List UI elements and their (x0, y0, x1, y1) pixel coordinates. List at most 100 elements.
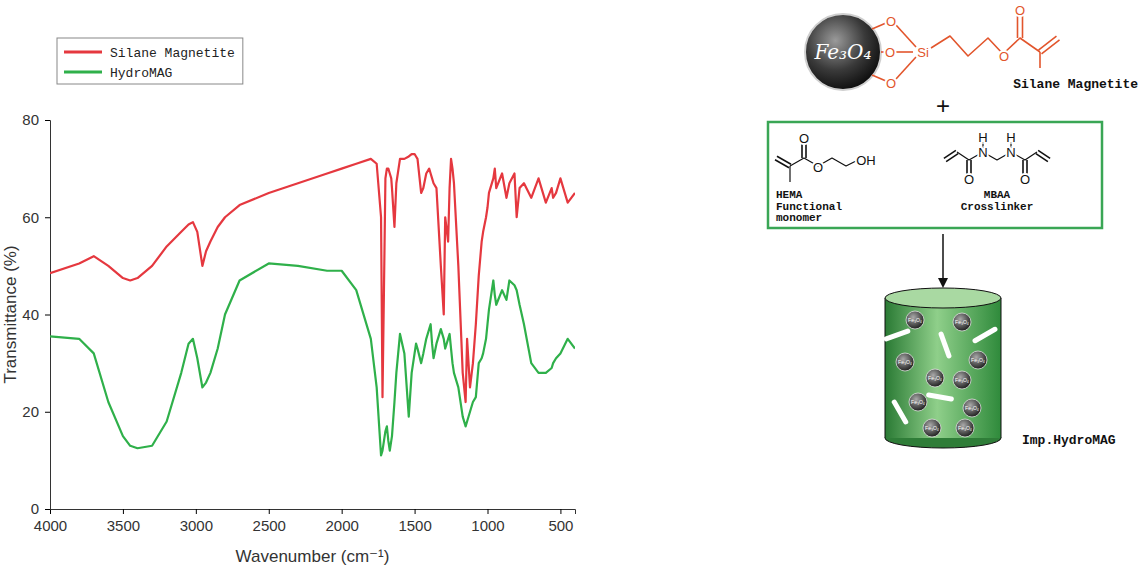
x-tick-mark (196, 509, 197, 514)
arrow-shaft (942, 234, 944, 280)
y-tick-label: 60 (22, 209, 39, 226)
arrow (938, 234, 948, 288)
bond (777, 156, 791, 164)
bond (944, 150, 956, 158)
particle-label: Fe₃O₄ (955, 319, 969, 325)
core-label: Fe₃O₄ (813, 40, 871, 64)
polymer-rod (938, 331, 952, 359)
x-tick-mark (415, 509, 416, 514)
particle-label: Fe₃O₄ (925, 425, 939, 431)
particle (926, 369, 944, 387)
y-tick-label: 40 (22, 306, 39, 323)
particle (956, 419, 974, 437)
x-tick-label: 3500 (107, 517, 140, 534)
x-tick: 1000 (471, 509, 504, 534)
legend-label: HydroMAG (110, 66, 172, 81)
silane-label: Silane Magnetite (1013, 77, 1138, 92)
arrow-head (938, 278, 948, 288)
particle (896, 353, 914, 371)
y-tick: 0 (31, 500, 50, 517)
figure: 4000350030002500200015001000500020406080… (0, 0, 1146, 579)
y-tick-mark (45, 120, 50, 121)
particle (923, 419, 941, 437)
particle (969, 351, 987, 369)
particle-label: Fe₃O₄ (898, 359, 912, 365)
monomer-role: Functionalmonomer (776, 201, 842, 224)
particle-label: Fe₃O₄ (971, 357, 985, 363)
y-tick-label: 20 (22, 403, 39, 420)
particle (909, 393, 927, 411)
x-axis-line (51, 510, 576, 515)
bond (775, 160, 789, 168)
product-label: Imp.HydroMAG (1022, 433, 1116, 448)
magnetite-core (805, 14, 881, 90)
x-tick: 1500 (398, 509, 431, 534)
y-tick: 80 (22, 111, 50, 128)
legend-swatch (64, 71, 102, 74)
bond (1017, 16, 1019, 38)
x-tick-label: 2000 (325, 517, 358, 534)
chart: 4000350030002500200015001000500020406080… (1, 38, 576, 566)
monomer-role: Crosslinker (961, 201, 1034, 213)
cylinder-top (885, 288, 1001, 308)
particle-label: Fe₃O₄ (928, 375, 942, 381)
bond (1038, 150, 1050, 158)
bond (896, 57, 916, 79)
x-tick: 3500 (107, 509, 140, 534)
polymer-rod (972, 326, 999, 344)
y-tick-label: 80 (22, 111, 39, 128)
mbaa: OHNHNOMBAACrosslinker (944, 130, 1050, 214)
monomer-name: MBAA (984, 189, 1011, 201)
legend-label: Silane Magnetite (110, 46, 235, 61)
spectrum-line (50, 263, 575, 455)
particle (906, 311, 924, 329)
particle-label: Fe₃O₄ (955, 377, 969, 383)
x-tick-label: 2500 (253, 517, 286, 534)
polymer-rod (883, 328, 911, 342)
x-axis-title: Wavenumber (cm⁻¹) (236, 547, 390, 566)
plot-area (50, 154, 575, 455)
cylinder-edge (885, 298, 886, 438)
bond (872, 23, 886, 29)
y-tick-label: 0 (31, 500, 39, 517)
diagram: Fe₃O₄OOOSiOOSilane Magnetite+OOOHHEMAFun… (768, 3, 1138, 449)
x-tick: 2000 (325, 509, 358, 534)
particle-label: Fe₃O₄ (958, 425, 972, 431)
atom-label: O (1020, 172, 1030, 187)
x-tick-label: 4000 (34, 517, 67, 534)
y-axis-title: Transmittance (%) (1, 245, 20, 383)
silane-magnetite: Fe₃O₄OOOSiOOSilane Magnetite (805, 3, 1138, 93)
atom-label: O (886, 14, 896, 29)
cylinder-edge (1001, 298, 1002, 438)
x-tick-label: 500 (548, 517, 573, 534)
particle-label: Fe₃O₄ (911, 399, 925, 405)
y-axis-line (45, 121, 51, 510)
y-tick: 60 (22, 209, 50, 226)
monomer-box: OOOHHEMAFunctionalmonomerOHNHNOMBAACross… (768, 122, 1102, 228)
x-tick-mark (123, 509, 124, 514)
bond (1038, 36, 1056, 50)
x-axis: 4000350030002500200015001000500 (34, 509, 576, 534)
bond (896, 25, 916, 47)
y-tick: 20 (22, 403, 50, 420)
atom-label: O (886, 76, 896, 91)
bond (1042, 40, 1060, 54)
x-tick-label: 1500 (398, 517, 431, 534)
atom-label: O (799, 131, 809, 146)
bond (1039, 52, 1041, 68)
bond (789, 166, 790, 182)
spectrum-line (50, 154, 575, 402)
atom-label: N (978, 145, 987, 160)
atom-label: Si (917, 45, 929, 60)
atom-label: OH (856, 153, 876, 168)
bond (957, 152, 1037, 160)
particle-label: Fe₃O₄ (965, 405, 979, 411)
plus-sign: + (936, 92, 950, 119)
y-tick-mark (45, 412, 50, 413)
product: Fe₃O₄ Fe₃O₄ Fe₃O₄ Fe₃O₄ Fe₃O₄ Fe₃O₄ Fe₃O₄ Fe₃O₄… (883, 288, 1116, 448)
bond (895, 51, 913, 53)
atom-label: O (964, 172, 974, 187)
particle (953, 371, 971, 389)
x-tick: 2500 (253, 509, 286, 534)
bond (872, 75, 886, 81)
